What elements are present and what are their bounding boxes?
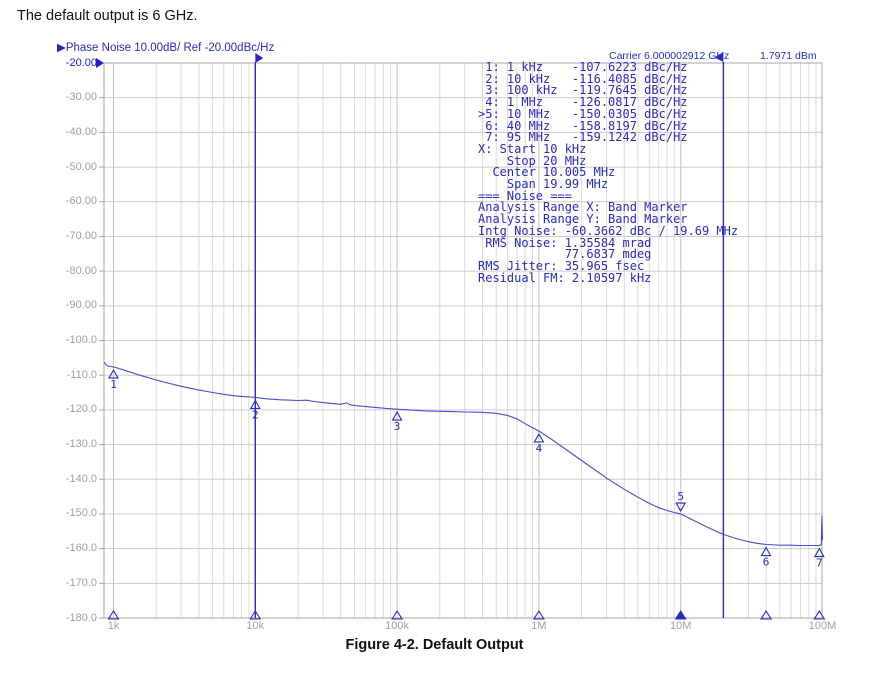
trace-marker-4	[533, 432, 545, 443]
y-axis-label: -30.00	[65, 91, 97, 104]
carrier-frequency-readout: Carrier 6.000002912 GHz	[609, 50, 730, 62]
trace-marker-label-5: 5	[677, 490, 684, 503]
axis-marker-triangle-7	[813, 609, 826, 620]
band-start-flag-icon	[255, 53, 264, 63]
axis-marker-triangle-3	[391, 609, 404, 620]
y-axis-label: -40.00	[65, 125, 97, 138]
phase-noise-trace	[103, 362, 824, 547]
y-axis-label: -160.0	[65, 542, 97, 555]
y-axis-label: -20.00	[65, 56, 97, 69]
x-axis-label: 100k	[385, 620, 410, 632]
x-axis-label: 10M	[669, 620, 692, 632]
y-axis-label: -50.00	[65, 160, 97, 173]
marker-readout-panel: 1: 1 kHz -107.6223 dBc/Hz 2: 10 kHz -116…	[478, 60, 739, 285]
axis-marker-triangle-6	[760, 609, 773, 620]
y-axis-label: -180.0	[65, 611, 97, 624]
page-title: The default output is 6 GHz.	[17, 8, 198, 24]
y-axis-label: -110.0	[66, 368, 97, 381]
axis-marker-triangle-5	[674, 609, 687, 620]
x-axis-label: 1M	[531, 620, 547, 632]
trace-marker-label-2: 2	[252, 408, 259, 421]
y-axis-label: -90.00	[65, 299, 97, 312]
trace-marker-label-7: 7	[816, 557, 823, 570]
x-axis-label: 1k	[107, 620, 120, 632]
axis-marker-triangle-2	[249, 609, 262, 620]
trace-marker-label-1: 1	[110, 378, 117, 391]
trace-marker-5	[675, 502, 687, 513]
y-axis-label: -130.0	[65, 438, 97, 451]
band-stop-flag-icon	[714, 52, 724, 62]
x-axis-label: 10k	[246, 620, 265, 632]
y-axis-label: -70.00	[65, 229, 97, 242]
ref-level-arrow-icon	[96, 58, 104, 68]
trace-marker-label-4: 4	[536, 442, 543, 455]
y-axis-label: -100.0	[65, 334, 97, 346]
trace-marker-label-6: 6	[763, 556, 770, 569]
trace-marker-7	[813, 547, 825, 558]
carrier-power-readout: 1.7971 dBm	[760, 50, 817, 62]
trace-marker-3	[391, 410, 403, 421]
x-axis-label: 100M	[808, 620, 837, 632]
y-axis-label: -150.0	[65, 507, 97, 520]
y-axis-label: -60.00	[65, 195, 97, 208]
trace-marker-1	[108, 368, 119, 379]
axis-marker-triangle-1	[107, 609, 120, 620]
y-axis-label: -140.0	[65, 472, 97, 485]
figure-caption: Figure 4-2. Default Output	[345, 637, 524, 653]
y-axis-label: -170.0	[65, 576, 97, 589]
trace-marker-6	[760, 546, 772, 557]
trace-header-label: ▶Phase Noise 10.00dB/ Ref -20.00dBc/Hz	[57, 42, 275, 54]
y-axis-label: -80.00	[65, 264, 97, 277]
axis-marker-triangle-4	[532, 609, 545, 620]
y-axis-label: -120.0	[65, 403, 97, 416]
trace-marker-2	[249, 399, 261, 409]
trace-marker-label-3: 3	[394, 420, 401, 433]
